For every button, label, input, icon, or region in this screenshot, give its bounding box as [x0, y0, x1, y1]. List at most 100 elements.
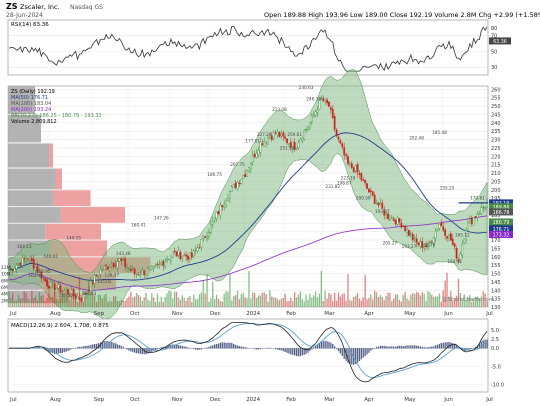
- volume-bar: [215, 294, 218, 307]
- candle-body: [13, 268, 16, 272]
- macd-histogram-bar: [284, 348, 286, 352]
- macd-histogram-bar: [160, 347, 162, 349]
- volume-bar: [42, 294, 44, 307]
- candle-body: [109, 267, 111, 272]
- macd-histogram-bar: [255, 348, 258, 350]
- macd-histogram-bar: [113, 342, 115, 349]
- candle-body: [78, 297, 81, 300]
- volume-bar: [15, 300, 18, 307]
- candle-body: [284, 136, 287, 139]
- candle-body: [276, 132, 279, 135]
- candle-body: [289, 142, 292, 148]
- macd-histogram-bar: [356, 348, 359, 363]
- candle-body: [438, 223, 441, 229]
- macd-histogram-bar: [309, 348, 311, 351]
- macd-histogram-bar: [282, 348, 284, 352]
- volume-bar: [396, 294, 399, 307]
- volume-bar: [252, 292, 254, 307]
- candle-body: [196, 247, 199, 252]
- candle-body: [320, 97, 323, 99]
- volume-bar: [400, 301, 402, 307]
- candle-body: [27, 258, 29, 260]
- candle-body: [65, 290, 67, 292]
- volume-bar: [259, 295, 262, 307]
- macd-histogram-bar: [438, 343, 441, 349]
- candle-body: [280, 133, 283, 136]
- macd-histogram-bar: [149, 348, 151, 353]
- macd-histogram-bar: [381, 345, 383, 349]
- volume-bar: [267, 301, 269, 307]
- macd-histogram-bar: [269, 347, 271, 349]
- candle-body: [314, 111, 317, 116]
- macd-histogram-bar: [419, 346, 422, 349]
- volume-bar: [313, 295, 315, 307]
- macd-histogram-bar: [181, 345, 183, 349]
- candle-body: [409, 233, 412, 235]
- volume-bar: [23, 291, 25, 307]
- candle-body: [74, 293, 77, 299]
- volume-bar: [353, 296, 355, 307]
- x-tick-label: Jun: [443, 311, 453, 317]
- x-tick-label: Oct: [130, 311, 140, 317]
- volume-bar: [484, 293, 486, 307]
- macd-histogram-bar: [290, 348, 292, 355]
- rsi-tick-label: 70: [491, 34, 497, 40]
- volume-bar: [234, 295, 237, 307]
- macd-histogram-bar: [383, 345, 385, 349]
- candle-body: [221, 205, 224, 208]
- volume-bar: [383, 300, 385, 307]
- candle-body: [299, 138, 302, 142]
- volume-bar: [29, 300, 31, 307]
- volume-bar: [334, 292, 336, 307]
- candle-body: [373, 194, 376, 204]
- volume-bar: [46, 297, 48, 307]
- macd-histogram-bar: [238, 346, 241, 349]
- macd-histogram-bar: [436, 344, 439, 349]
- candle-body: [478, 213, 481, 215]
- candle-body: [371, 191, 374, 196]
- macd-histogram-bar: [124, 347, 126, 349]
- volume-tick-label: 10M: [1, 272, 11, 278]
- price-tick-label: 185: [491, 213, 501, 219]
- candle-body: [377, 202, 380, 206]
- candle-body: [343, 147, 346, 156]
- volume-bar: [465, 299, 467, 307]
- macd-histogram-bar: [324, 340, 326, 349]
- candle-body: [364, 179, 367, 184]
- candle-body: [187, 255, 189, 260]
- candle-body: [30, 258, 33, 262]
- volume-bar: [314, 291, 317, 307]
- symbol: ZS: [6, 2, 18, 11]
- macd-histogram-bar: [234, 344, 237, 349]
- macd-histogram-bar: [374, 347, 376, 349]
- candle-body: [324, 99, 327, 102]
- candle-body: [192, 250, 195, 257]
- rsi-tick-label: 50: [491, 49, 497, 55]
- macd-histogram-bar: [109, 341, 111, 349]
- candle-body: [482, 207, 485, 209]
- volume-bar: [379, 295, 382, 307]
- volume-bar: [372, 299, 374, 307]
- candle-body: [286, 138, 288, 144]
- volume-bar: [473, 298, 475, 307]
- x-tick-label: Jul: [9, 311, 17, 317]
- volume-bar: [113, 296, 115, 307]
- price-tick-label: 160: [491, 255, 501, 261]
- price-tick-label: 200: [491, 188, 501, 194]
- candle-body: [198, 247, 201, 249]
- candle-body: [240, 179, 243, 184]
- candle-body: [484, 207, 487, 210]
- candle-body: [345, 154, 347, 157]
- macd-histogram-bar: [313, 347, 315, 349]
- candle-body: [101, 269, 104, 271]
- candle-body: [183, 254, 186, 256]
- macd-histogram-bar: [307, 348, 309, 353]
- volume-bar: [387, 292, 389, 307]
- volume-bar: [36, 300, 39, 307]
- macd-histogram-bar: [240, 346, 242, 349]
- price-annotation: 147.26: [154, 216, 169, 221]
- volume-bar: [166, 293, 168, 307]
- price-annotation: 177.01: [245, 139, 260, 144]
- price-tick-label: 220: [491, 154, 501, 160]
- volume-bar: [44, 300, 46, 307]
